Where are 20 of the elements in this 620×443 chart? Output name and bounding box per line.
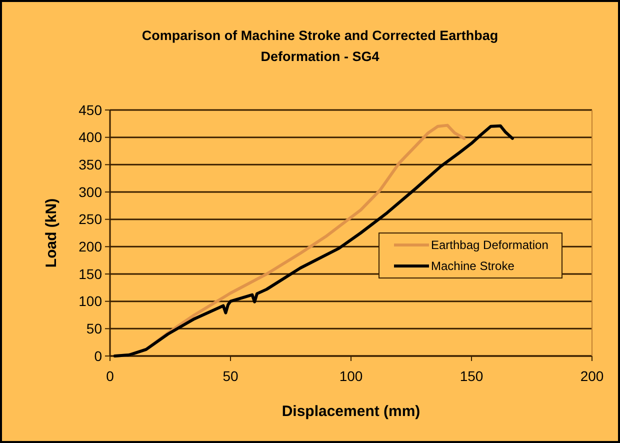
y-tick-label: 0 (94, 348, 102, 364)
y-axis-title: Load (kN) (43, 198, 60, 268)
x-tick-label: 50 (222, 368, 238, 384)
y-tick-label: 200 (78, 238, 102, 255)
y-tick-label: 50 (86, 320, 102, 337)
x-tick-label: 150 (460, 368, 484, 384)
y-tick-label: 350 (78, 156, 102, 173)
y-tick-label: 100 (78, 293, 102, 310)
x-tick-label: 200 (580, 368, 604, 384)
x-tick-label: 100 (339, 368, 363, 384)
legend-label: Machine Stroke (431, 259, 515, 274)
x-axis-title: Displacement (mm) (282, 403, 420, 420)
y-tick-label: 250 (78, 211, 102, 228)
chart-title: Comparison of Machine Stroke and Corrected Earthbag Deformation - SG4 (142, 28, 498, 64)
x-tick-label: 0 (106, 368, 114, 384)
y-tick-label: 400 (78, 129, 102, 146)
y-tick-label: 150 (78, 266, 102, 282)
y-tick-label: 300 (78, 184, 102, 200)
y-tick-label: 450 (78, 102, 102, 118)
legend-label: Earthbag Deformation (431, 238, 548, 252)
